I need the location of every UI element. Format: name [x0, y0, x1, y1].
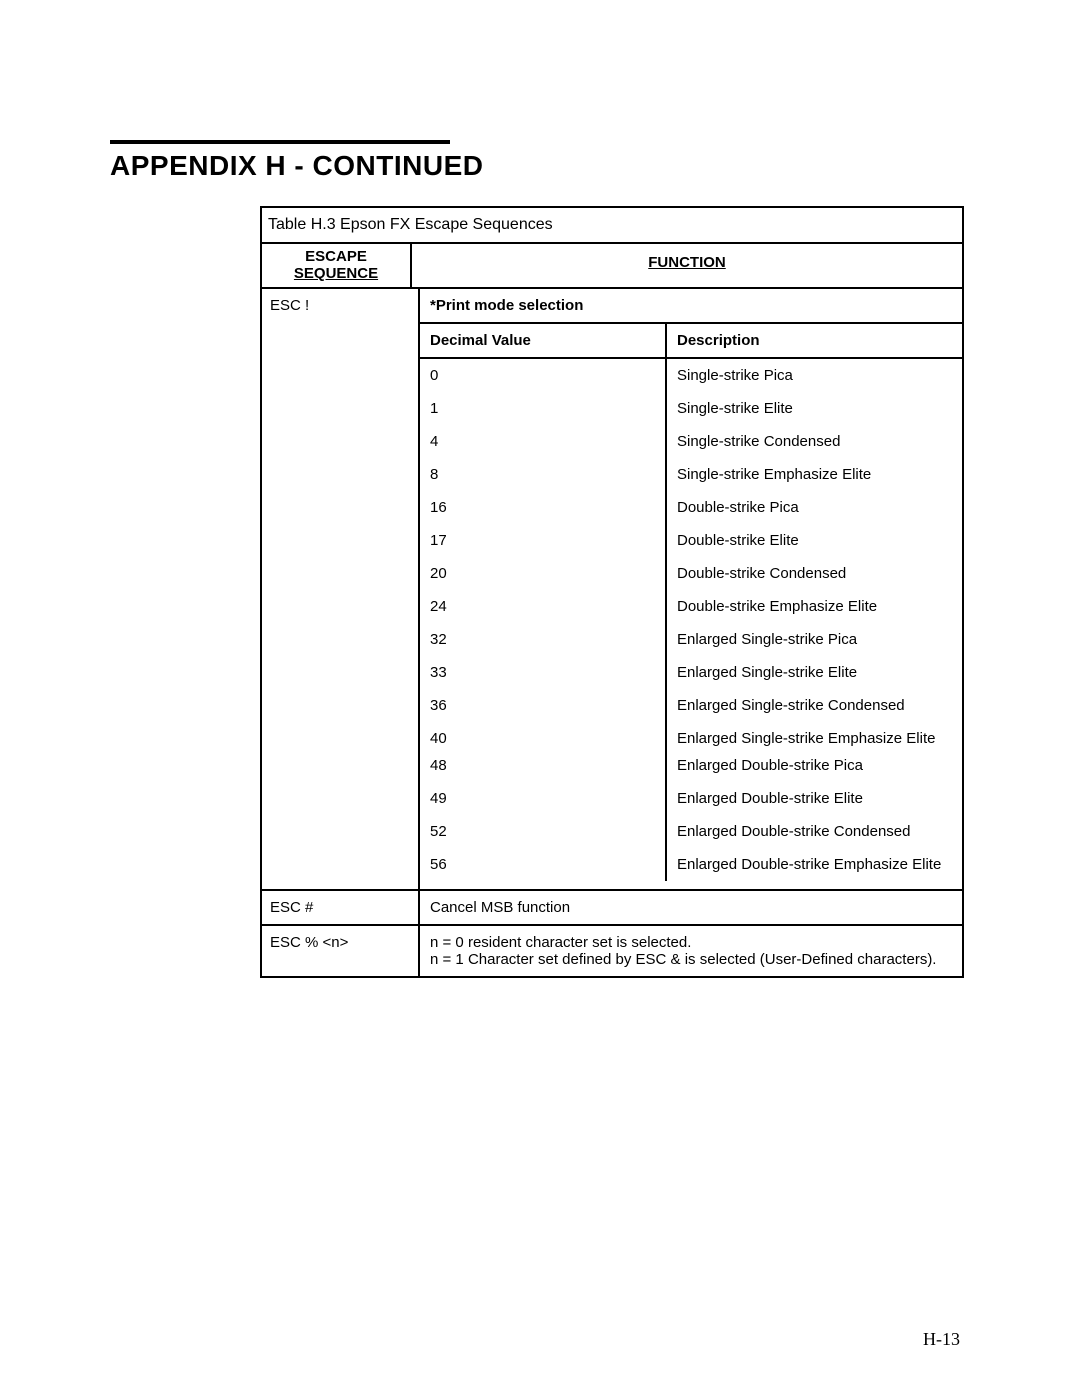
mode-row: 36 Enlarged Single-strike Condensed	[420, 689, 962, 722]
page-number: H-13	[923, 1329, 960, 1350]
mode-desc: Single-strike Pica	[667, 359, 962, 392]
mode-desc: Double-strike Pica	[667, 491, 962, 524]
cell-esc-hash-seq: ESC #	[262, 891, 420, 924]
mode-dec: 49	[420, 782, 667, 815]
mode-desc: Enlarged Single-strike Condensed	[667, 689, 962, 722]
mode-desc: Double-strike Elite	[667, 524, 962, 557]
mode-desc: Enlarged Single-strike Emphasize Elite	[667, 722, 962, 755]
mode-row: 49 Enlarged Double-strike Elite	[420, 782, 962, 815]
mode-row: 17 Double-strike Elite	[420, 524, 962, 557]
page-title: APPENDIX H - CONTINUED	[110, 150, 1000, 182]
cell-esc-exclaim-func: *Print mode selection Decimal Value Desc…	[420, 289, 962, 889]
mode-row: 20 Double-strike Condensed	[420, 557, 962, 590]
title-rule	[110, 140, 450, 144]
mode-desc: Single-strike Condensed	[667, 425, 962, 458]
print-mode-title: *Print mode selection	[430, 297, 952, 322]
mode-row: 33 Enlarged Single-strike Elite	[420, 656, 962, 689]
table-header-row: ESCAPE SEQUENCE FUNCTION	[262, 242, 962, 289]
mode-row: 1 Single-strike Elite	[420, 392, 962, 425]
header-escape-line2: SEQUENCE	[294, 265, 378, 282]
mode-dec: 1	[420, 392, 667, 425]
mode-dec: 16	[420, 491, 667, 524]
esc-percent-line2: n = 1 Character set defined by ESC & is …	[430, 951, 936, 968]
mode-dec: 0	[420, 359, 667, 392]
escape-table: Table H.3 Epson FX Escape Sequences ESCA…	[260, 206, 964, 978]
mode-row: 56 Enlarged Double-strike Emphasize Elit…	[420, 848, 962, 881]
row-esc-percent: ESC % <n> n = 0 resident character set i…	[262, 926, 962, 976]
mode-dec: 36	[420, 689, 667, 722]
mode-dec: 56	[420, 848, 667, 881]
mode-desc: Enlarged Double-strike Emphasize Elite	[667, 848, 962, 881]
mode-row: 0 Single-strike Pica	[420, 359, 962, 392]
mode-dec: 52	[420, 815, 667, 848]
mode-dec: 8	[420, 458, 667, 491]
mode-dec: 17	[420, 524, 667, 557]
mode-desc: Enlarged Double-strike Elite	[667, 782, 962, 815]
mode-row: 48 Enlarged Double-strike Pica	[420, 755, 962, 782]
header-escape-line1: ESCAPE	[305, 248, 367, 265]
mode-row: 40 Enlarged Single-strike Emphasize Elit…	[420, 722, 962, 755]
mode-desc: Single-strike Elite	[667, 392, 962, 425]
row-esc-exclaim: ESC ! *Print mode selection Decimal Valu…	[262, 289, 962, 891]
row-esc-hash: ESC # Cancel MSB function	[262, 891, 962, 926]
mode-desc: Enlarged Double-strike Condensed	[667, 815, 962, 848]
mode-row: 8 Single-strike Emphasize Elite	[420, 458, 962, 491]
mode-desc: Enlarged Single-strike Pica	[667, 623, 962, 656]
esc-percent-line1: n = 0 resident character set is selected…	[430, 934, 691, 951]
header-function: FUNCTION	[412, 244, 962, 287]
cell-esc-percent-seq: ESC % <n>	[262, 926, 420, 976]
mode-dec: 20	[420, 557, 667, 590]
mode-subheader: Decimal Value Description	[420, 322, 962, 359]
mode-row: 52 Enlarged Double-strike Condensed	[420, 815, 962, 848]
mode-row: 24 Double-strike Emphasize Elite	[420, 590, 962, 623]
cell-esc-exclaim-seq: ESC !	[262, 289, 420, 889]
mode-desc: Double-strike Emphasize Elite	[667, 590, 962, 623]
mode-row: 32 Enlarged Single-strike Pica	[420, 623, 962, 656]
cell-esc-percent-func: n = 0 resident character set is selected…	[420, 926, 962, 976]
mode-desc: Enlarged Single-strike Elite	[667, 656, 962, 689]
mode-row: 16 Double-strike Pica	[420, 491, 962, 524]
mode-dec: 4	[420, 425, 667, 458]
subheader-description: Description	[667, 324, 962, 357]
mode-dec: 24	[420, 590, 667, 623]
page: APPENDIX H - CONTINUED Table H.3 Epson F…	[0, 0, 1080, 1038]
cell-esc-hash-func: Cancel MSB function	[420, 891, 962, 924]
table-caption: Table H.3 Epson FX Escape Sequences	[262, 208, 962, 242]
mode-dec: 40	[420, 722, 667, 755]
header-escape: ESCAPE SEQUENCE	[262, 244, 412, 287]
mode-desc: Single-strike Emphasize Elite	[667, 458, 962, 491]
mode-dec: 33	[420, 656, 667, 689]
mode-desc: Double-strike Condensed	[667, 557, 962, 590]
mode-row: 4 Single-strike Condensed	[420, 425, 962, 458]
mode-desc: Enlarged Double-strike Pica	[667, 755, 962, 782]
mode-dec: 48	[420, 755, 667, 782]
mode-dec: 32	[420, 623, 667, 656]
subheader-decimal: Decimal Value	[420, 324, 667, 357]
